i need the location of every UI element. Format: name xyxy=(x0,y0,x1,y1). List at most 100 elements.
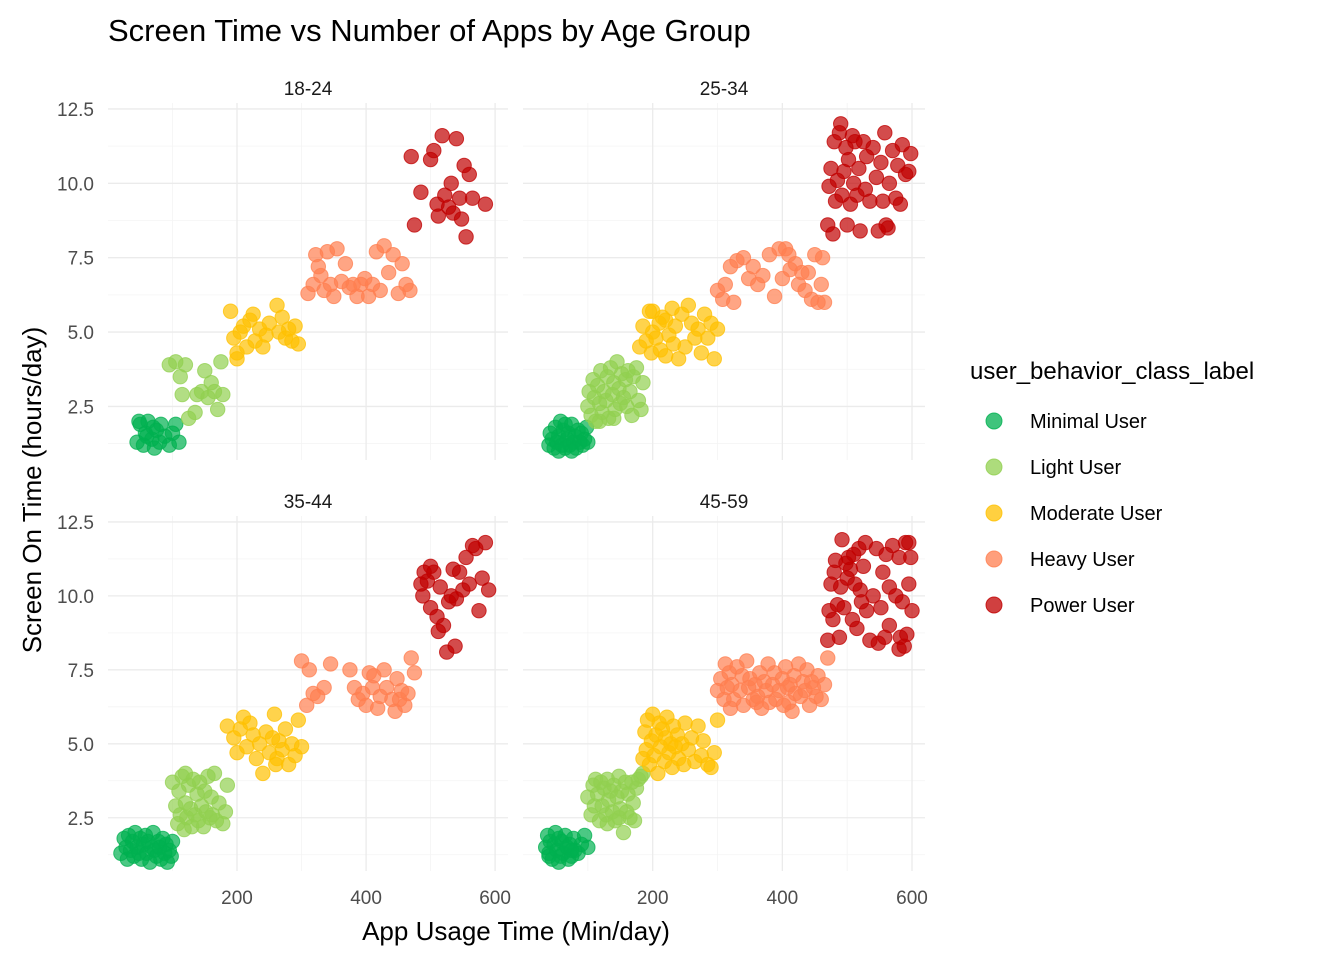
data-point xyxy=(717,276,733,293)
data-point xyxy=(274,309,290,325)
data-point xyxy=(329,241,345,257)
facet-strip-label: 45-59 xyxy=(700,492,749,513)
data-point xyxy=(453,211,470,227)
data-point xyxy=(268,756,284,773)
data-point xyxy=(877,125,893,141)
data-point xyxy=(690,718,706,734)
y-axis-title: Screen On Time (hours/day) xyxy=(17,327,47,654)
data-point xyxy=(894,594,911,610)
chart-title: Screen Time vs Number of Apps by Age Gro… xyxy=(108,13,751,48)
data-point xyxy=(255,765,271,782)
data-point xyxy=(703,759,719,776)
data-point xyxy=(458,549,474,566)
data-point xyxy=(480,582,497,598)
data-point xyxy=(849,620,865,637)
data-point xyxy=(690,321,706,337)
data-point xyxy=(670,351,687,367)
data-point xyxy=(402,282,418,299)
data-point xyxy=(840,151,857,168)
y-tick-label: 5.0 xyxy=(68,323,94,344)
legend-key xyxy=(985,596,1003,614)
legend-label: Heavy User xyxy=(1030,549,1135,571)
y-tick-label: 12.5 xyxy=(57,513,94,534)
data-point xyxy=(172,369,188,385)
data-point xyxy=(316,679,332,696)
data-point xyxy=(380,264,397,281)
data-point xyxy=(131,413,147,430)
data-point xyxy=(563,443,580,459)
data-point xyxy=(816,676,833,693)
data-point xyxy=(322,656,339,672)
data-point xyxy=(834,531,850,548)
data-point xyxy=(706,351,722,367)
data-point xyxy=(813,691,829,708)
data-point xyxy=(557,416,573,432)
data-point xyxy=(904,602,920,619)
data-point xyxy=(891,549,907,566)
data-point xyxy=(458,229,474,245)
data-point xyxy=(800,264,816,281)
legend-item: Moderate User xyxy=(985,503,1163,525)
data-point xyxy=(644,303,661,319)
legend-label: Light User xyxy=(1030,457,1121,479)
data-point xyxy=(695,733,711,749)
data-point xyxy=(615,824,632,841)
data-point xyxy=(657,312,674,328)
x-tick-label: 400 xyxy=(767,888,799,909)
x-tick-label: 600 xyxy=(479,888,511,909)
data-point xyxy=(735,250,752,266)
data-point xyxy=(580,434,596,450)
data-point xyxy=(403,148,419,165)
data-point xyxy=(820,650,836,666)
data-point xyxy=(813,276,829,293)
legend-key xyxy=(985,550,1003,568)
data-point xyxy=(563,842,580,858)
data-point xyxy=(784,703,800,719)
data-point xyxy=(400,685,416,702)
data-point xyxy=(899,626,915,643)
facet-panel-25-34: 25-34 xyxy=(523,79,925,460)
data-point xyxy=(174,386,190,403)
data-point xyxy=(865,588,881,604)
data-point xyxy=(677,715,693,731)
data-point xyxy=(313,267,329,284)
y-tick-label: 10.0 xyxy=(57,587,94,608)
facet-panel-35-44: 35-44 2.5 5.0 7.5 10.0 12.5 200 400 600 xyxy=(57,492,511,909)
data-point xyxy=(248,750,265,767)
data-point xyxy=(372,282,388,299)
data-point xyxy=(337,255,354,272)
data-point xyxy=(448,131,465,147)
data-point xyxy=(415,588,431,604)
legend-label: Minimal User xyxy=(1030,411,1147,433)
data-point xyxy=(852,223,868,239)
legend-title: user_behavior_class_label xyxy=(970,358,1254,385)
data-point xyxy=(406,665,423,681)
data-point xyxy=(145,419,161,435)
data-point xyxy=(709,321,726,337)
facet-panel-45-59: 45-59 200 400 600 xyxy=(523,492,928,909)
data-point xyxy=(625,795,641,811)
data-point xyxy=(213,354,229,370)
data-point xyxy=(435,617,452,634)
legend-key xyxy=(985,458,1003,476)
data-point xyxy=(836,600,852,616)
data-point xyxy=(700,330,716,346)
data-point xyxy=(168,416,184,432)
facet-panel-18-24: 18-24 2.5 5.0 7.5 10.0 12.5 xyxy=(57,79,508,460)
data-point xyxy=(862,193,878,209)
x-tick-label: 200 xyxy=(221,888,253,909)
data-point xyxy=(633,401,649,418)
legend: user_behavior_class_label Minimal User Li… xyxy=(970,358,1254,617)
x-tick-label: 600 xyxy=(896,888,928,909)
data-point xyxy=(855,558,872,574)
data-point xyxy=(825,226,841,242)
data-point xyxy=(745,258,761,275)
data-point xyxy=(680,297,697,313)
data-point xyxy=(873,154,889,171)
y-tick-label: 5.0 xyxy=(68,735,94,756)
legend-item: Heavy User xyxy=(985,549,1135,571)
legend-item: Power User xyxy=(985,595,1135,617)
data-point xyxy=(626,813,643,829)
data-point xyxy=(881,175,898,192)
data-point xyxy=(875,564,891,580)
